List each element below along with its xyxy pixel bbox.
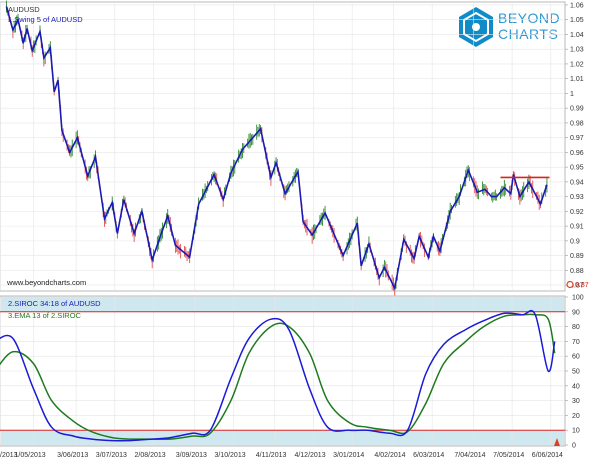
- price-y-tick-label-1-05: 1.05: [570, 17, 584, 24]
- beyondcharts-logo: BEYOND CHARTS: [459, 7, 560, 47]
- price-y-tick-label-1-02: 1.02: [570, 61, 584, 68]
- price-y-tick-label-0-9: 0.9: [570, 238, 580, 245]
- symbol-label: AUDUSD: [8, 5, 40, 14]
- x-tick-label-3-09-2013: 3/09/2013: [176, 452, 207, 459]
- siroc-y-tick-label-60: 60: [572, 354, 580, 361]
- siroc-line: [0, 309, 556, 442]
- siroc-y-tick-label-0: 0: [572, 443, 576, 450]
- siroc-y-tick-label-100: 100: [572, 295, 584, 302]
- price-y-tick-label-1-03: 1.03: [570, 47, 584, 54]
- current-price-label: 0.87: [575, 282, 589, 289]
- x-tick-label-2013: /2013: [0, 452, 18, 459]
- swing-line: [5, 6, 548, 291]
- ema-series-label: 3.EMA 13 of 2.SIROC: [8, 311, 82, 320]
- x-tick-label-4-02-2014: 4/02/2014: [374, 452, 405, 459]
- siroc-lines: [0, 309, 556, 442]
- siroc-y-tick-label-50: 50: [572, 369, 580, 376]
- swing-lines: [5, 6, 550, 291]
- siroc-y-tick-label-80: 80: [572, 324, 580, 331]
- x-tick-label-1-05-2013: 1/05/2013: [15, 452, 46, 459]
- siroc-y-tick-label-10: 10: [572, 428, 580, 435]
- x-tick-label-3-07-2013: 3/07/2013: [96, 452, 127, 459]
- siroc-y-tick-label-20: 20: [572, 413, 580, 420]
- website-label: www.beyondcharts.com: [6, 278, 86, 287]
- price-y-tick-label-1-01: 1.01: [570, 76, 584, 83]
- price-grid: [0, 2, 565, 291]
- current-price-marker: 0.87: [566, 280, 589, 289]
- siroc-reference-lines: [0, 311, 565, 431]
- x-tick-label-3-01-2014: 3/01/2014: [333, 452, 364, 459]
- price-y-tick-label-0-96: 0.96: [570, 150, 584, 157]
- x-tick-label-3-10-2013: 3/10/2013: [214, 452, 245, 459]
- price-y-tick-label-0-89: 0.89: [570, 253, 584, 260]
- x-tick-label-7-04-2014: 7/04/2014: [454, 452, 485, 459]
- price-y-tick-label-1-06: 1.06: [570, 2, 584, 9]
- price-y-tick-label-0-93: 0.93: [570, 194, 584, 201]
- overbought-band: [1, 297, 564, 312]
- price-y-tick-label-0-97: 0.97: [570, 135, 584, 142]
- x-tick-label-4-12-2013: 4/12/2013: [294, 452, 325, 459]
- price-panel: 1.06 1.05 1.04 1.03 1.02 1.01 1 0.99 0.98 0.97 0.9…: [0, 0, 589, 296]
- price-y-tick-label-0-92: 0.92: [570, 209, 584, 216]
- siroc-series-label: 2.SIROC 34:18 of AUDUSD: [8, 299, 101, 308]
- siroc-y-tick-label-90: 90: [572, 309, 580, 316]
- logo-word-charts: CHARTS: [498, 26, 558, 42]
- ema-line: [0, 313, 556, 441]
- x-tick-label-4-11-2013: 4/11/2013: [256, 452, 287, 459]
- price-bars: [5, 0, 548, 296]
- current-date-marker-icon: [554, 438, 560, 446]
- price-y-tick-label-1-04: 1.04: [570, 32, 584, 39]
- price-y-axis: 1.06 1.05 1.04 1.03 1.02 1.01 1 0.99 0.98 0.97 0.9…: [565, 2, 584, 290]
- x-tick-label-3-06-2013: 3/06/2013: [57, 452, 88, 459]
- siroc-y-tick-label-70: 70: [572, 339, 580, 346]
- price-y-tick-label-0-95: 0.95: [570, 165, 584, 172]
- price-y-tick-label-0-91: 0.91: [570, 224, 584, 231]
- price-y-tick-label-1: 1: [570, 91, 574, 98]
- logo-word-beyond: BEYOND: [498, 10, 560, 26]
- price-y-tick-label-0-88: 0.88: [570, 268, 584, 275]
- siroc-y-tick-label-40: 40: [572, 383, 580, 390]
- price-y-tick-label-0-87: 0.87: [570, 283, 584, 290]
- price-y-tick-label-0-99: 0.99: [570, 106, 584, 113]
- price-panel-frame: [0, 1, 566, 292]
- x-tick-label-6-06-2014: 6/06/2014: [532, 452, 563, 459]
- siroc-y-tick-label-30: 30: [572, 398, 580, 405]
- x-tick-label-2-08-2013: 2/08/2013: [135, 452, 166, 459]
- oversold-band: [1, 430, 564, 445]
- x-tick-label-6-03-2014: 6/03/2014: [413, 452, 444, 459]
- logo-inner-hexagon-icon: [463, 11, 489, 43]
- logo-center-icon: [472, 23, 480, 31]
- swing-series-label: 1.Swing 5 of AUDUSD: [8, 15, 83, 24]
- price-y-tick-label-0-98: 0.98: [570, 120, 584, 127]
- current-price-dot-icon: [566, 280, 574, 289]
- price-y-tick-label-0-94: 0.94: [570, 179, 584, 186]
- x-tick-label-7-05-2014: 7/05/2014: [493, 452, 524, 459]
